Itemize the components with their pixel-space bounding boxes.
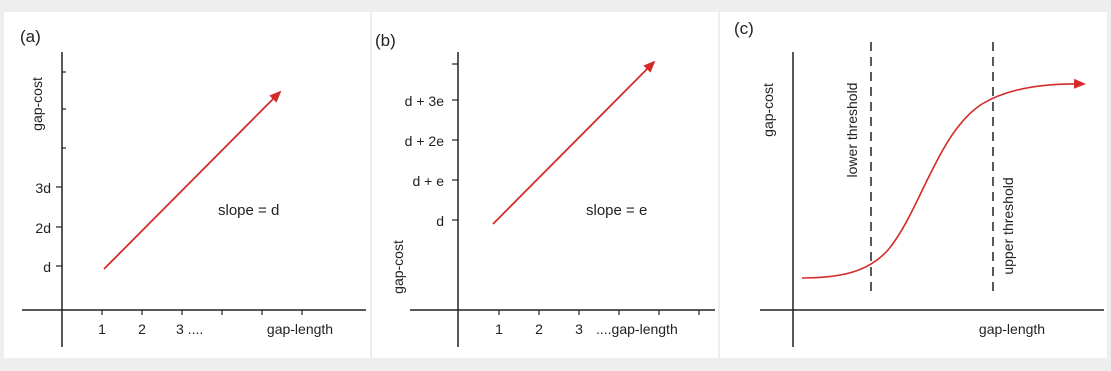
x-tick-label: 3 .... bbox=[176, 321, 203, 337]
panel-b-diagram: (b) d + 3e d + 2e d + e d bbox=[375, 31, 715, 347]
x-tick-marks bbox=[101, 310, 303, 315]
panel-b-tag: (b) bbox=[375, 31, 396, 50]
panel-c: (c) gap-cost gap-length lower threshold … bbox=[720, 12, 1107, 358]
y-axis-label: gap-cost bbox=[390, 240, 406, 294]
slope-arrow bbox=[492, 60, 656, 225]
x-tick-label: 2 bbox=[138, 321, 146, 337]
y-axis-label: gap-cost bbox=[29, 77, 45, 131]
y-axis-label: gap-cost bbox=[760, 83, 776, 137]
panel-a: (a) d 2d 3d bbox=[4, 12, 370, 358]
panel-c-diagram: (c) gap-cost gap-length lower threshold … bbox=[734, 19, 1104, 347]
y-tick-label: d bbox=[43, 259, 51, 275]
y-tick-marks bbox=[56, 71, 66, 267]
y-tick-label: d + 3e bbox=[405, 93, 445, 109]
x-axis-label: gap-length bbox=[979, 321, 1045, 337]
y-tick-label: 2d bbox=[35, 220, 51, 236]
x-tick-marks bbox=[498, 310, 700, 315]
y-tick-label: d + 2e bbox=[405, 133, 445, 149]
x-axis-label: ....gap-length bbox=[596, 321, 678, 337]
x-tick-label: 3 bbox=[575, 321, 583, 337]
y-tick-label: 3d bbox=[35, 180, 51, 196]
x-tick-label: 2 bbox=[535, 321, 543, 337]
panel-a-diagram: (a) d 2d 3d bbox=[20, 27, 366, 347]
slope-arrow bbox=[103, 90, 282, 270]
y-tick-label: d + e bbox=[412, 173, 444, 189]
lower-threshold-label: lower threshold bbox=[844, 83, 860, 178]
y-tick-label: d bbox=[436, 213, 444, 229]
x-axis-label: gap-length bbox=[267, 321, 333, 337]
x-tick-label: 1 bbox=[98, 321, 106, 337]
panel-c-tag: (c) bbox=[734, 19, 754, 38]
x-tick-label: 1 bbox=[495, 321, 503, 337]
slope-annotation: slope = e bbox=[586, 202, 647, 219]
upper-threshold-label: upper threshold bbox=[1000, 177, 1016, 274]
slope-annotation: slope = d bbox=[218, 202, 279, 219]
y-tick-marks bbox=[452, 63, 458, 221]
sigmoid-curve bbox=[801, 78, 1086, 279]
panel-b: (b) d + 3e d + 2e d + e d bbox=[372, 12, 718, 358]
panel-a-tag: (a) bbox=[20, 27, 41, 46]
